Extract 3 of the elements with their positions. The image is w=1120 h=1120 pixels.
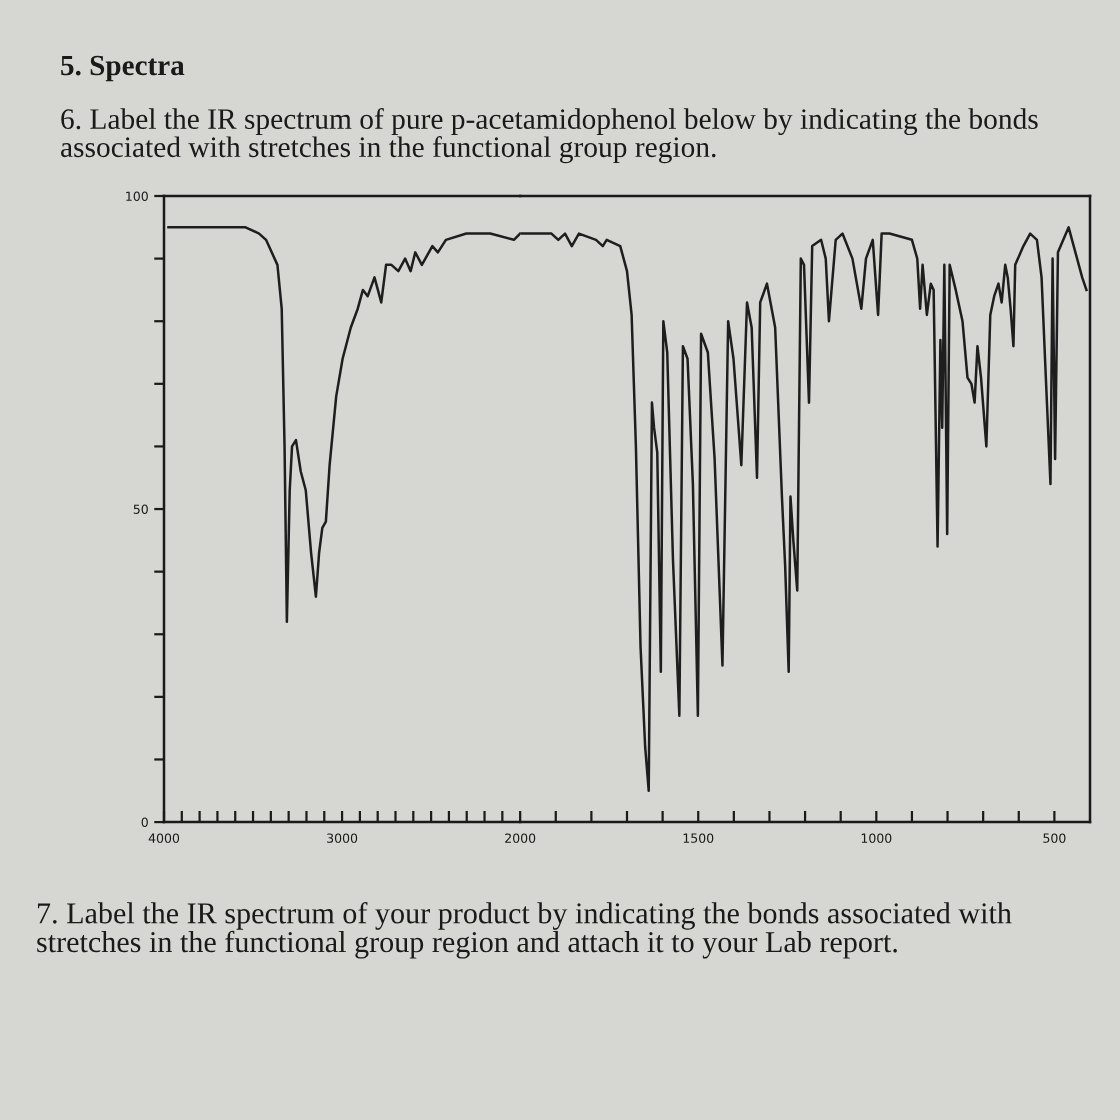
text: 7. Label the IR spectrum of your product by indicating the bonds associated with stretches in the functional group region and attach it to your Lab report.	[37, 902, 1012, 959]
chart-title: 5. Spectra	[61, 55, 185, 82]
chart-subtitle: 6. Label the IR spectrum of pure p-acetamidophenol below by indicating the bonds associated with stretches in the functional group region.	[61, 108, 1038, 164]
